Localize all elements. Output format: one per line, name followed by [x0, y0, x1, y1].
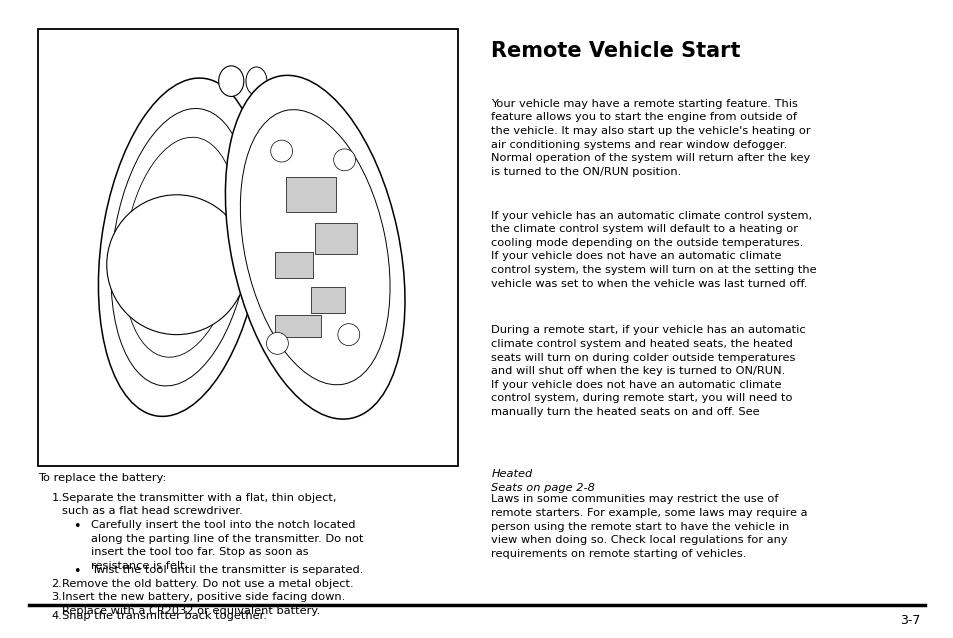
- Circle shape: [266, 332, 288, 354]
- Ellipse shape: [225, 75, 405, 419]
- Bar: [38, 29, 457, 466]
- Ellipse shape: [111, 108, 251, 386]
- Text: Snap the transmitter back together.: Snap the transmitter back together.: [62, 611, 267, 621]
- Circle shape: [271, 140, 293, 162]
- Bar: [311, 286, 344, 313]
- Text: Insert the new battery, positive side facing down.
Replace with a CR2032 or equi: Insert the new battery, positive side fa…: [62, 592, 345, 616]
- Text: Carefully insert the tool into the notch located
along the parting line of the t: Carefully insert the tool into the notch…: [91, 520, 363, 571]
- Text: To replace the battery:: To replace the battery:: [38, 473, 167, 484]
- Text: During a remote start, if your vehicle has an automatic
climate control system a: During a remote start, if your vehicle h…: [491, 325, 805, 417]
- Bar: [286, 177, 335, 212]
- Ellipse shape: [218, 66, 244, 96]
- Text: Your vehicle may have a remote starting feature. This
feature allows you to star: Your vehicle may have a remote starting …: [491, 99, 810, 177]
- Text: 3.: 3.: [51, 592, 62, 602]
- Text: Remove the old battery. Do not use a metal object.: Remove the old battery. Do not use a met…: [62, 579, 354, 589]
- Bar: [275, 315, 321, 337]
- Text: 4.: 4.: [51, 611, 62, 621]
- Text: Laws in some communities may restrict the use of
remote starters. For example, s: Laws in some communities may restrict th…: [491, 494, 807, 559]
- Ellipse shape: [123, 137, 238, 357]
- Bar: [275, 251, 313, 278]
- Text: Remote Vehicle Start: Remote Vehicle Start: [491, 41, 740, 61]
- Text: If your vehicle has an automatic climate control system,
the climate control sys: If your vehicle has an automatic climate…: [491, 211, 816, 288]
- Ellipse shape: [246, 67, 267, 95]
- Text: •: •: [73, 520, 81, 533]
- Text: 3-7: 3-7: [900, 614, 920, 627]
- Text: Twist the tool until the transmitter is separated.: Twist the tool until the transmitter is …: [91, 565, 363, 575]
- Text: 1.: 1.: [51, 493, 62, 503]
- Circle shape: [334, 149, 355, 171]
- Text: 2.: 2.: [51, 579, 62, 589]
- Ellipse shape: [240, 110, 390, 385]
- Text: Heated
Seats on page 2-8: Heated Seats on page 2-8: [491, 469, 595, 493]
- Circle shape: [337, 323, 359, 346]
- Text: Separate the transmitter with a flat, thin object,
such as a flat head screwdriv: Separate the transmitter with a flat, th…: [62, 493, 336, 516]
- Ellipse shape: [98, 78, 263, 417]
- Bar: [314, 223, 356, 254]
- Text: •: •: [73, 565, 81, 577]
- Circle shape: [107, 195, 246, 334]
